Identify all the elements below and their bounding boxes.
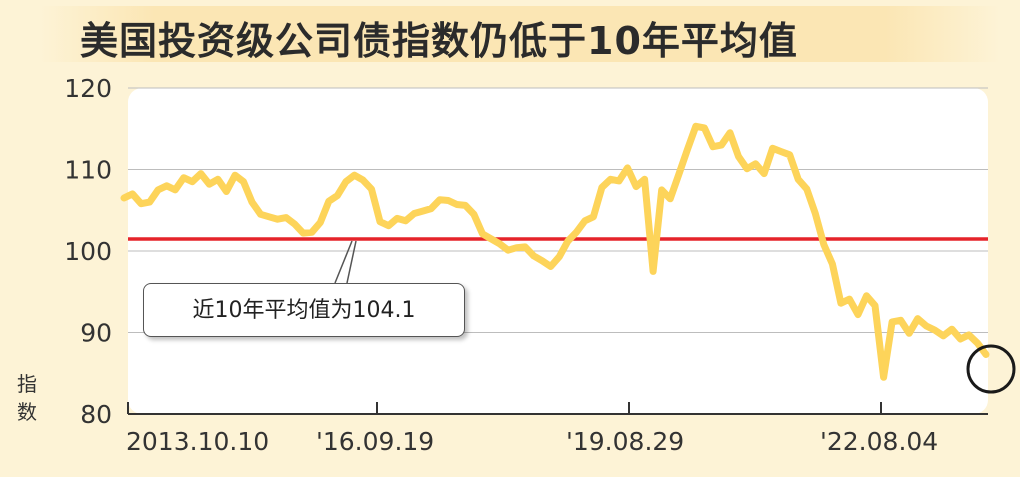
- title-band: [40, 6, 1000, 62]
- x-tick-label: '16.09.19: [316, 427, 434, 456]
- callout-pointer: [334, 240, 353, 284]
- x-tick-label: '22.08.04: [820, 427, 938, 456]
- x-tick-label: '19.08.29: [566, 427, 684, 456]
- callout-pointer: [346, 240, 357, 284]
- y-tick-label: 120: [64, 74, 112, 103]
- chart-title: 美国投资级公司债指数仍低于10年平均值: [80, 19, 798, 63]
- y-tick-label: 100: [64, 237, 112, 266]
- y-tick-label: 110: [64, 156, 112, 185]
- y-tick-label: 90: [80, 319, 112, 348]
- average-callout: 近10年平均值为104.1: [143, 283, 465, 337]
- y-axis-label: 指数: [17, 372, 37, 424]
- latest-point-highlight: [966, 344, 1016, 394]
- x-tick-label: 2013.10.10: [126, 427, 269, 456]
- y-tick-label: 80: [80, 400, 112, 429]
- series-line: [120, 122, 990, 381]
